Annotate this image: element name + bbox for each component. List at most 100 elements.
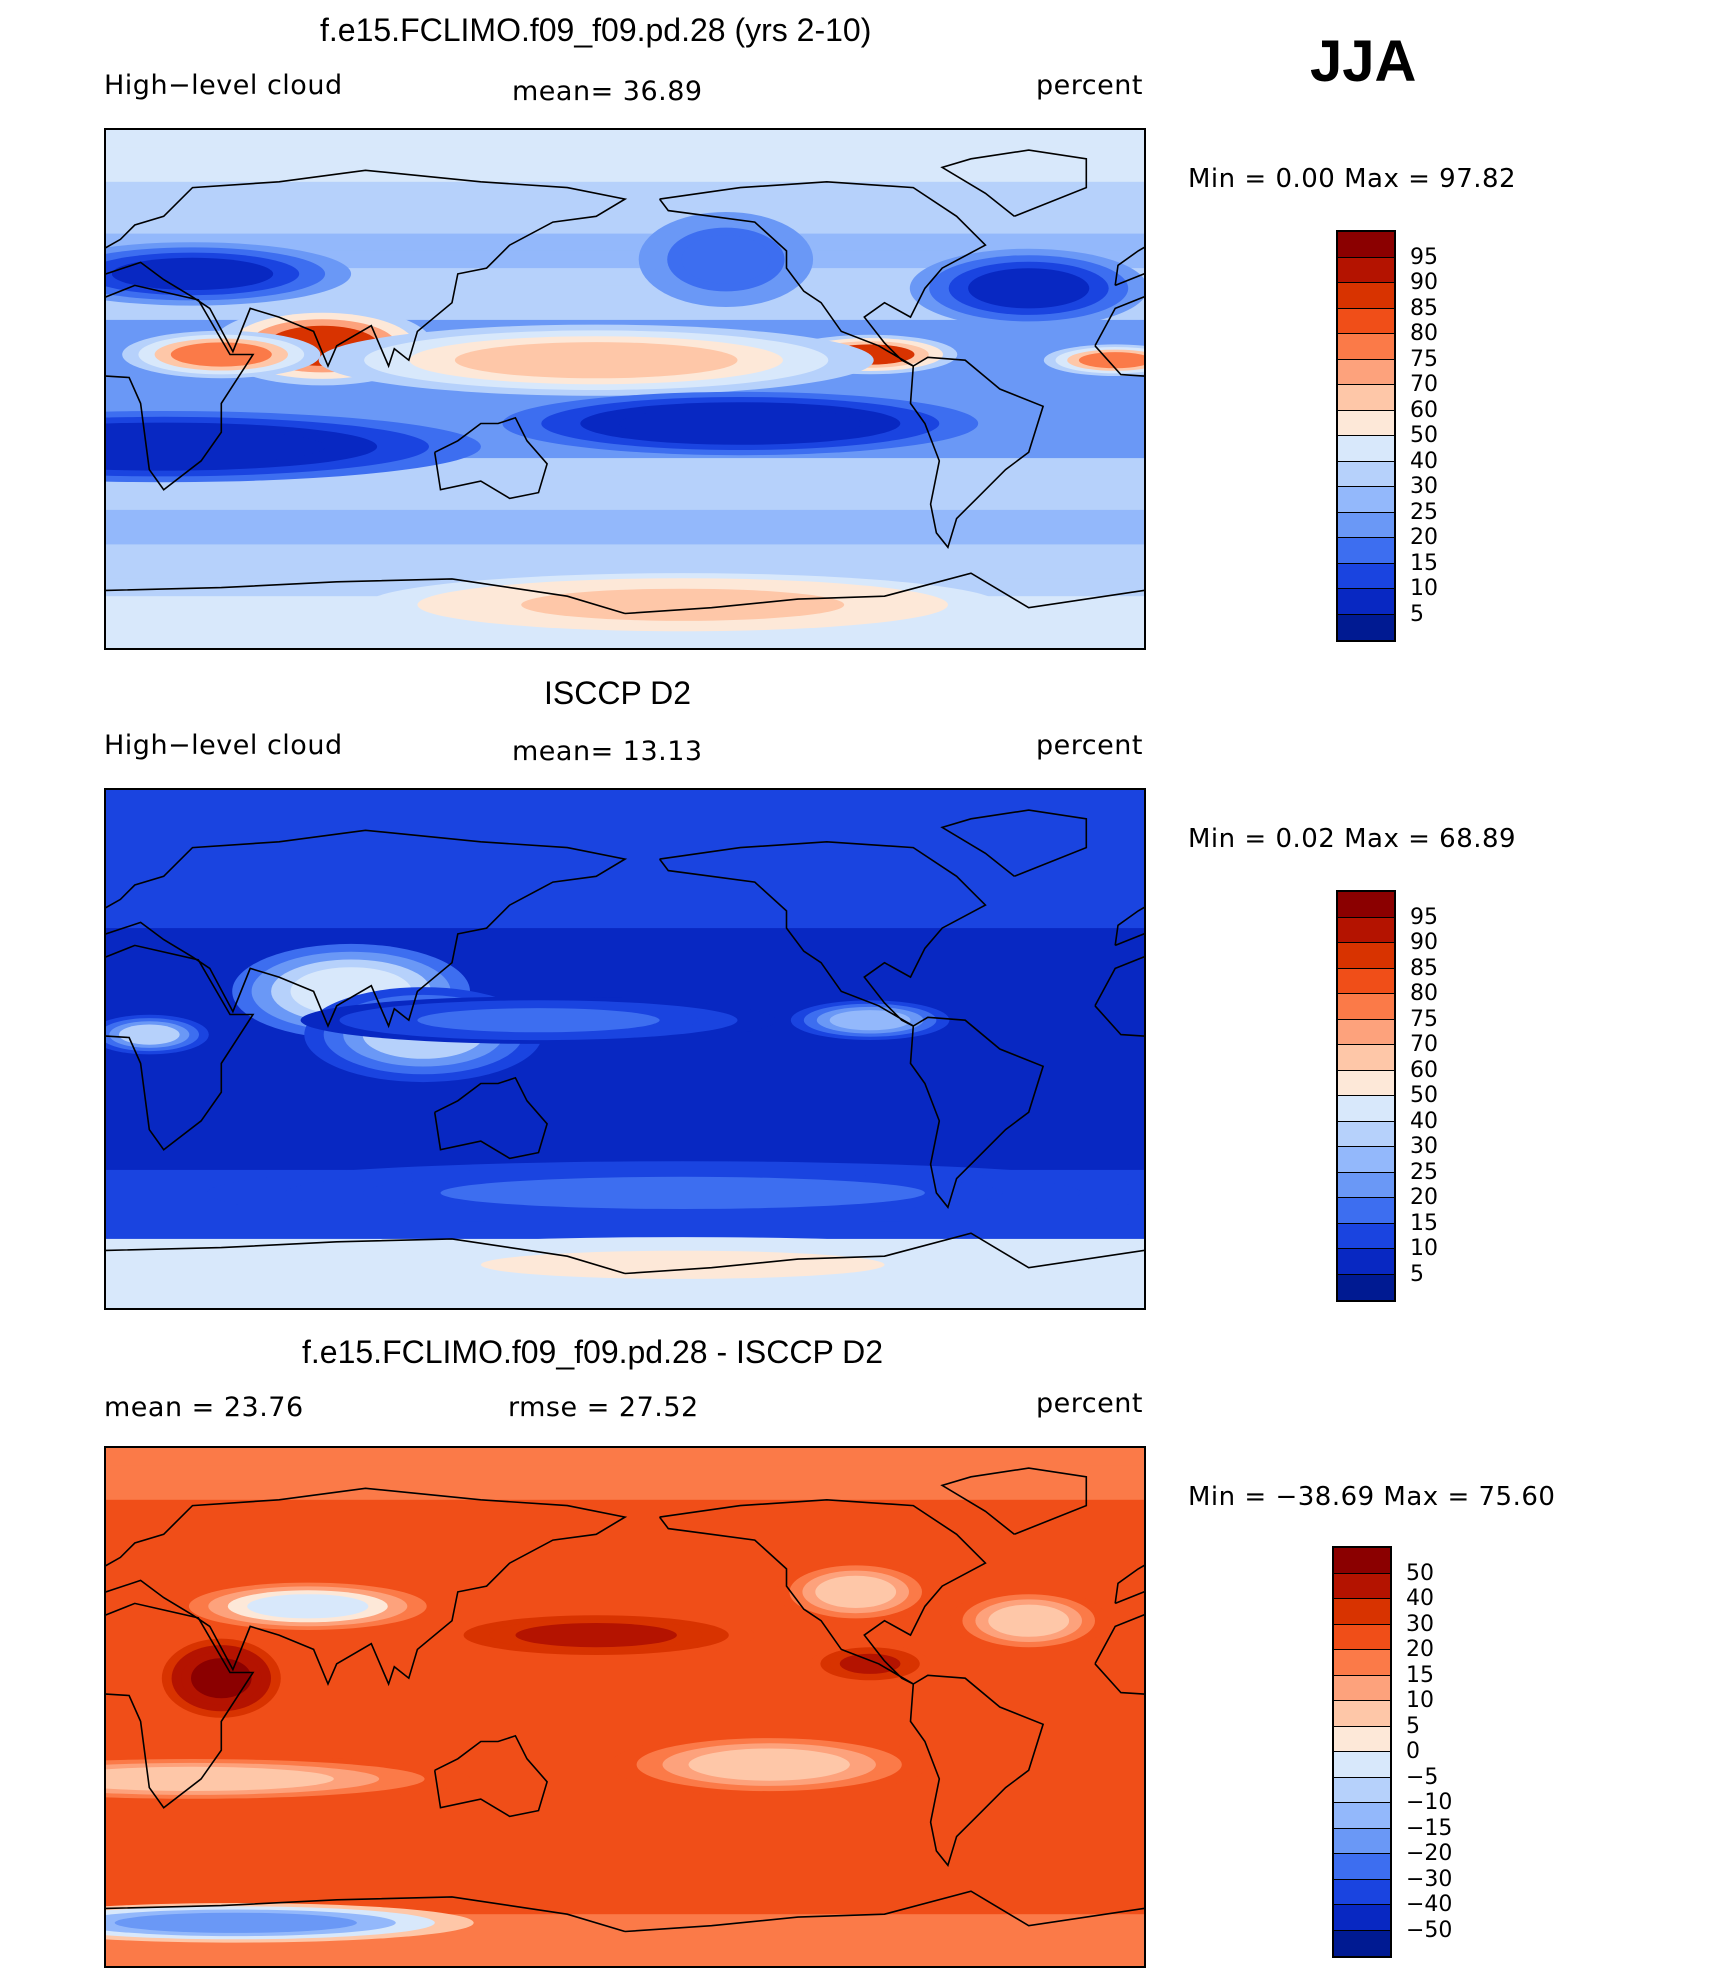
panel1-colorbar-swatch — [1338, 283, 1394, 309]
panel1-colorbar-swatch — [1338, 410, 1394, 436]
panel3-colorbar-label: −5 — [1406, 1764, 1439, 1790]
panel3-colorbar-swatch — [1334, 1803, 1390, 1829]
panel2-colorbar-label: 25 — [1410, 1159, 1438, 1185]
field-band — [106, 475, 1144, 494]
coastline — [433, 1734, 548, 1818]
panel2-colorbar-swatch — [1338, 1198, 1394, 1224]
panel1-colorbar-label: 40 — [1410, 448, 1438, 474]
field-contour — [521, 588, 845, 621]
panel3-colorbar-label: −30 — [1406, 1866, 1453, 1892]
panel3-colorbar-label: 5 — [1406, 1713, 1420, 1739]
field-band — [106, 1066, 1144, 1085]
coastline — [106, 944, 255, 1151]
field-band — [106, 164, 1144, 183]
panel2-title: ISCCP D2 — [544, 675, 692, 711]
field-contour — [454, 342, 738, 379]
panel2-colorbar-swatch — [1338, 892, 1394, 918]
coastline — [940, 1467, 1088, 1536]
panel3-colorbar-swatch — [1334, 1905, 1390, 1931]
panel1-colorbar-swatch — [1338, 436, 1394, 462]
coastline — [658, 1498, 987, 1685]
field-band — [106, 1810, 1144, 1829]
field-contour — [119, 1024, 180, 1045]
field-band — [106, 1482, 1144, 1501]
field-band — [106, 561, 1144, 580]
coastline — [106, 1238, 626, 1275]
panel2-colorbar-label: 50 — [1410, 1083, 1438, 1108]
panel3-colorbar-swatch — [1334, 1752, 1390, 1778]
panel1-map — [104, 128, 1146, 650]
panel3-colorbar-swatch — [1334, 1650, 1390, 1676]
panel3-colorbar-label: −15 — [1406, 1815, 1453, 1841]
field-contour — [688, 1748, 850, 1781]
season-label: JJA — [1310, 29, 1417, 94]
panel1-colorbar-label: 20 — [1410, 525, 1438, 550]
panel3-minmax: Min = −38.69 Max = 75.60 — [1188, 1482, 1556, 1512]
panel1-colorbar-swatch — [1338, 487, 1394, 513]
panel1-units-label: percent — [1036, 70, 1143, 101]
panel1-colorbar-label: 90 — [1410, 270, 1438, 295]
field-band — [106, 1827, 1144, 1846]
panel3-colorbar-swatch — [1334, 1624, 1390, 1650]
field-contour — [480, 1250, 885, 1279]
panel2-colorbar-swatch — [1338, 968, 1394, 994]
panel2-colorbar-swatch — [1338, 1274, 1394, 1300]
panel2-colorbar-swatch — [1338, 1147, 1394, 1173]
field-band — [106, 181, 1144, 200]
panel2-colorbar-label: 90 — [1410, 930, 1438, 955]
field-band — [106, 824, 1144, 843]
field-band — [106, 841, 1144, 860]
field-contour — [417, 1008, 660, 1033]
panel2-colorbar-swatch — [1338, 994, 1394, 1020]
field-band — [106, 1551, 1144, 1570]
panel3-map — [104, 1446, 1146, 1968]
panel1-colorbar-swatch — [1338, 232, 1394, 258]
field-contour — [515, 1623, 677, 1648]
panel2-colorbar-swatch — [1338, 1223, 1394, 1249]
field-contour — [988, 1604, 1070, 1637]
coastline — [106, 578, 626, 615]
field-band — [106, 199, 1144, 217]
field-contour — [106, 1766, 334, 1791]
panel1-colorbar-swatch — [1338, 589, 1394, 615]
field-band — [106, 876, 1144, 895]
panel1-minmax: Min = 0.00 Max = 97.82 — [1188, 164, 1517, 194]
field-contour — [619, 407, 862, 440]
panel1-colorbar-label: 60 — [1410, 397, 1438, 423]
panel2-colorbar-swatch — [1338, 1019, 1394, 1045]
field-band — [106, 1534, 1144, 1553]
panel1-colorbar-swatch — [1338, 385, 1394, 411]
field-band — [106, 1793, 1144, 1812]
panel3-colorbar-swatch — [1334, 1777, 1390, 1803]
panel2-colorbar-swatch — [1338, 1121, 1394, 1147]
field-band — [106, 268, 1144, 286]
field-band — [106, 630, 1144, 648]
coastline — [106, 1487, 628, 1687]
panel3-colorbar-swatch — [1334, 1930, 1390, 1956]
panel3-colorbar-swatch — [1334, 1828, 1390, 1854]
field-band — [106, 544, 1144, 563]
coastline — [624, 1890, 1144, 1933]
panel3-title: f.e15.FCLIMO.f09_f09.pd.28 - ISCCP D2 — [302, 1334, 884, 1370]
panel2-colorbar-swatch — [1338, 1172, 1394, 1198]
panel3-colorbar-swatch — [1334, 1701, 1390, 1727]
panel3-colorbar-swatch — [1334, 1726, 1390, 1752]
field-contour — [968, 268, 1090, 309]
coastline — [106, 1896, 626, 1933]
coastline — [658, 840, 987, 1027]
panel2-colorbar-label: 80 — [1410, 981, 1438, 1006]
field-band — [106, 1707, 1144, 1725]
panel1-colorbar-label: 5 — [1410, 601, 1424, 627]
panel1-colorbar-label: 10 — [1410, 576, 1438, 601]
field-band — [106, 1862, 1144, 1881]
field-band — [106, 509, 1144, 528]
panel3-rmse-label: rmse = 27.52 — [508, 1392, 699, 1423]
panel2-mean-label: mean= 13.13 — [512, 736, 703, 767]
coastline — [909, 1674, 1045, 1867]
field-contour — [681, 235, 771, 284]
coastline — [106, 169, 628, 369]
panel1-map-svg — [106, 130, 1144, 648]
panel3-colorbar-label: −40 — [1406, 1892, 1453, 1917]
panel2-colorbar-label: 95 — [1410, 904, 1438, 930]
panel2-colorbar-label: 5 — [1410, 1261, 1424, 1287]
